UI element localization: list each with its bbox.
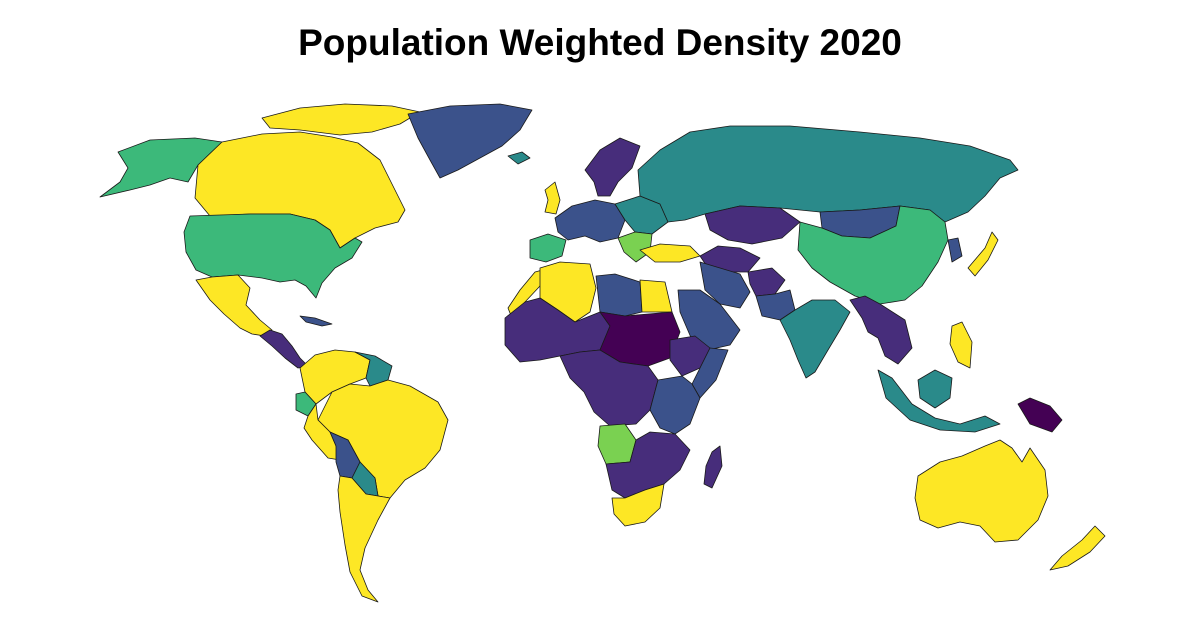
region-japan[interactable] (967, 231, 999, 277)
region-egypt[interactable] (639, 279, 673, 313)
region-south-africa[interactable] (611, 483, 665, 527)
region-kazakhstan[interactable] (704, 205, 801, 245)
region-sudan-chad[interactable] (599, 311, 681, 367)
region-western-europe[interactable] (554, 199, 626, 243)
region-east-africa[interactable] (649, 375, 701, 435)
region-united-states[interactable] (183, 213, 363, 299)
region-scandinavia[interactable] (584, 137, 641, 197)
region-arabian-peninsula[interactable] (677, 289, 741, 351)
region-central-america[interactable] (259, 329, 309, 369)
region-afghanistan[interactable] (747, 267, 786, 297)
region-balkans[interactable] (617, 231, 653, 263)
region-greenland[interactable] (407, 103, 533, 179)
region-philippines[interactable] (949, 321, 973, 369)
region-indonesia[interactable] (877, 369, 1001, 433)
region-new-zealand[interactable] (1049, 525, 1106, 571)
region-morocco[interactable] (507, 267, 551, 319)
region-iran[interactable] (699, 261, 751, 309)
region-papua-new-guinea[interactable] (1017, 397, 1063, 433)
region-china[interactable] (797, 205, 949, 305)
region-borneo[interactable] (917, 369, 953, 409)
region-angola[interactable] (597, 423, 637, 465)
region-madagascar[interactable] (703, 445, 723, 489)
region-russia[interactable] (637, 125, 1019, 223)
region-australia[interactable] (914, 439, 1049, 543)
region-southeast-asia[interactable] (849, 295, 913, 365)
region-iceland[interactable] (507, 151, 531, 165)
region-mexico[interactable] (195, 274, 273, 337)
region-united-kingdom[interactable] (544, 181, 561, 215)
region-libya[interactable] (595, 273, 643, 317)
region-southern-africa[interactable] (605, 431, 691, 499)
map-title: Population Weighted Density 2020 (298, 22, 902, 63)
region-arctic-islands[interactable] (261, 103, 421, 136)
region-argentina-chile[interactable] (337, 475, 391, 603)
region-iberia[interactable] (529, 233, 567, 263)
region-korea[interactable] (947, 237, 963, 263)
region-cuba[interactable] (299, 315, 333, 327)
region-india[interactable] (779, 299, 851, 379)
region-alaska[interactable] (99, 137, 223, 198)
